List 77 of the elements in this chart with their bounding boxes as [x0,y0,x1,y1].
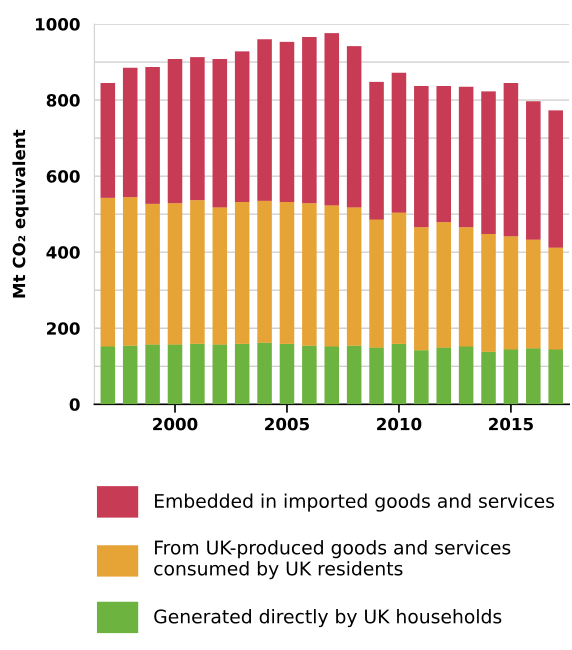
bar [168,203,182,345]
bar [302,346,317,404]
bar [145,344,160,404]
y-tick-label: 200 [47,322,80,335]
bar [212,207,228,345]
bar [414,86,429,228]
bar [212,344,228,404]
legend-label: Embedded in imported goods and services [155,493,554,512]
bar [526,240,541,348]
bar [414,350,429,404]
bar [234,202,250,344]
bar [504,350,518,404]
x-tick-label: 2015 [489,418,533,430]
bar [548,350,563,404]
bar [190,344,205,404]
y-tick-label: 400 [46,246,80,259]
y-tick-label: 600 [46,170,80,183]
bar [526,101,541,240]
bar [280,42,294,202]
bar [212,59,228,208]
bar [526,348,541,404]
bar [369,82,384,220]
y-tick-label: 1000 [36,18,80,31]
bar [234,51,250,202]
bar [257,200,272,343]
bar [504,236,518,350]
bar [122,197,138,346]
bar [369,220,384,348]
bar [100,346,116,404]
bar [346,207,362,346]
x-tick-label: 2005 [265,418,309,430]
bar [302,36,317,204]
bar [257,39,272,201]
bar [481,352,496,404]
y-tick-label: 0 [70,398,80,411]
bar [346,46,362,208]
bar [392,212,406,344]
bar [100,82,116,198]
y-axis-title: Mt CO₂ equivalent [12,130,29,298]
bar [100,198,116,346]
y-tick-label: 800 [46,94,80,107]
bar [481,91,496,234]
x-tick-label: 2010 [377,418,422,430]
bar [168,344,182,404]
bar [481,234,496,352]
bar [436,348,452,404]
bar [324,346,340,404]
bar [414,227,429,350]
x-tick-label: 2000 [153,418,198,430]
bar [369,348,384,404]
bar [190,200,205,344]
bar [122,68,138,198]
bar [392,344,406,404]
bar [324,205,340,346]
bar [548,248,563,350]
bar [145,67,160,204]
bar [458,86,474,228]
bar [145,204,160,345]
bar [548,110,563,248]
bar [504,82,518,236]
bar [392,72,406,213]
bar [436,222,452,348]
bar [257,342,272,404]
bar [280,344,294,404]
bar [458,346,474,404]
bar [324,33,340,206]
bar [280,202,294,344]
bar [302,203,317,346]
legend-label: Generated directly by UK households [154,609,502,628]
bar [458,227,474,346]
bar [190,57,205,200]
bar [122,346,138,404]
bar [436,86,452,222]
bar [234,344,250,404]
bar [168,59,182,204]
bar [346,346,362,404]
legend-label: From UK-produced goods and services consumed by UK residents [154,540,510,580]
